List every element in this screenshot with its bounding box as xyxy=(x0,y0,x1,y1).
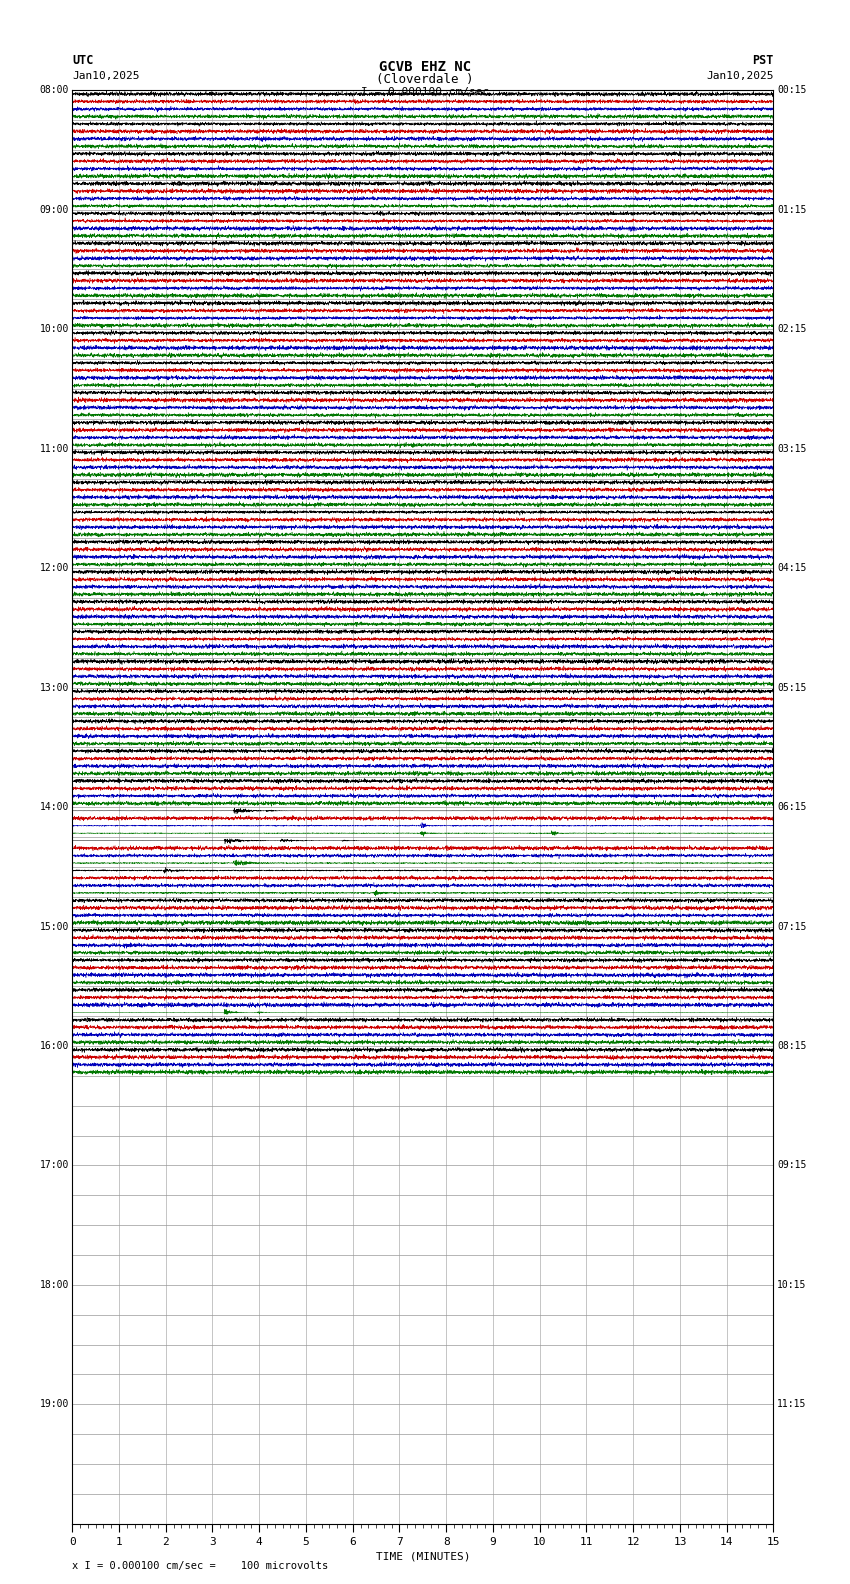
Text: UTC: UTC xyxy=(72,54,94,67)
Text: PST: PST xyxy=(752,54,774,67)
Text: 10:00: 10:00 xyxy=(39,325,69,334)
Text: 11:00: 11:00 xyxy=(39,444,69,453)
Text: 16:00: 16:00 xyxy=(39,1041,69,1050)
Text: (Cloverdale ): (Cloverdale ) xyxy=(377,73,473,86)
Text: Jan10,2025: Jan10,2025 xyxy=(72,71,139,81)
Text: 00:15: 00:15 xyxy=(777,86,807,95)
Text: 03:15: 03:15 xyxy=(777,444,807,453)
Text: 09:00: 09:00 xyxy=(39,204,69,215)
Text: I = 0.000100 cm/sec: I = 0.000100 cm/sec xyxy=(361,87,489,97)
Text: 11:15: 11:15 xyxy=(777,1399,807,1410)
Text: GCVB EHZ NC: GCVB EHZ NC xyxy=(379,60,471,73)
Text: Jan10,2025: Jan10,2025 xyxy=(706,71,774,81)
X-axis label: TIME (MINUTES): TIME (MINUTES) xyxy=(376,1551,470,1562)
Text: 02:15: 02:15 xyxy=(777,325,807,334)
Text: 05:15: 05:15 xyxy=(777,683,807,692)
Text: 15:00: 15:00 xyxy=(39,922,69,931)
Text: 13:00: 13:00 xyxy=(39,683,69,692)
Text: 10:15: 10:15 xyxy=(777,1280,807,1289)
Text: 07:15: 07:15 xyxy=(777,922,807,931)
Text: 19:00: 19:00 xyxy=(39,1399,69,1410)
Text: 12:00: 12:00 xyxy=(39,564,69,573)
Text: 14:00: 14:00 xyxy=(39,802,69,813)
Text: 08:15: 08:15 xyxy=(777,1041,807,1050)
Text: 18:00: 18:00 xyxy=(39,1280,69,1289)
Text: 04:15: 04:15 xyxy=(777,564,807,573)
Text: 01:15: 01:15 xyxy=(777,204,807,215)
Text: 09:15: 09:15 xyxy=(777,1161,807,1171)
Text: 17:00: 17:00 xyxy=(39,1161,69,1171)
Text: 06:15: 06:15 xyxy=(777,802,807,813)
Text: x I = 0.000100 cm/sec =    100 microvolts: x I = 0.000100 cm/sec = 100 microvolts xyxy=(72,1562,328,1571)
Text: 08:00: 08:00 xyxy=(39,86,69,95)
